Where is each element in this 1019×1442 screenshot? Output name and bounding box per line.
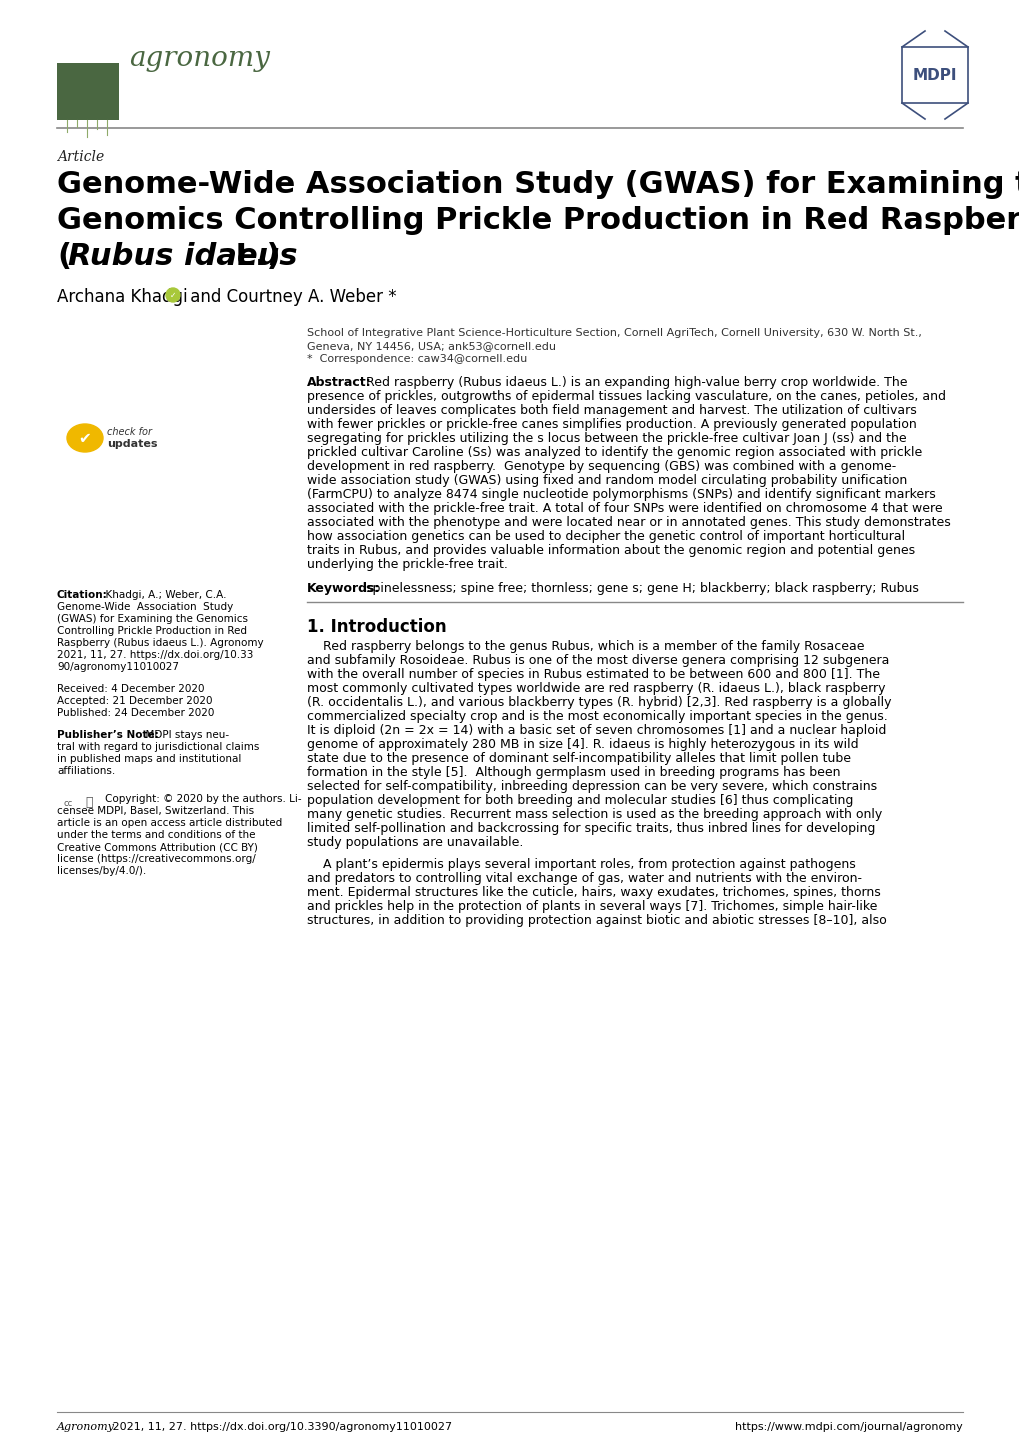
Text: Genome-Wide Association Study (GWAS) for Examining the: Genome-Wide Association Study (GWAS) for…: [57, 170, 1019, 199]
Text: https://www.mdpi.com/journal/agronomy: https://www.mdpi.com/journal/agronomy: [735, 1422, 962, 1432]
Text: study populations are unavailable.: study populations are unavailable.: [307, 836, 523, 849]
Text: Ⓞ: Ⓞ: [86, 796, 93, 809]
Text: Archana Khadgi: Archana Khadgi: [57, 288, 187, 306]
Text: 1. Introduction: 1. Introduction: [307, 619, 446, 636]
Bar: [57, 63, 119, 120]
Text: Copyright: © 2020 by the authors. Li-: Copyright: © 2020 by the authors. Li-: [105, 795, 302, 805]
Text: associated with the phenotype and were located near or in annotated genes. This : associated with the phenotype and were l…: [307, 516, 950, 529]
Text: population development for both breeding and molecular studies [6] thus complica: population development for both breeding…: [307, 795, 853, 808]
Text: underlying the prickle-free trait.: underlying the prickle-free trait.: [307, 558, 507, 571]
Text: Article: Article: [57, 150, 104, 164]
Text: ✔: ✔: [78, 431, 92, 446]
Text: development in red raspberry.  Genotype by sequencing (GBS) was combined with a : development in red raspberry. Genotype b…: [307, 460, 896, 473]
Text: spinelessness; spine free; thornless; gene s; gene H; blackberry; black raspberr: spinelessness; spine free; thornless; ge…: [362, 583, 918, 596]
Text: Abstract:: Abstract:: [307, 376, 371, 389]
Text: license (https://creativecommons.org/: license (https://creativecommons.org/: [57, 854, 256, 864]
Text: and prickles help in the protection of plants in several ways [7]. Trichomes, si: and prickles help in the protection of p…: [307, 900, 876, 913]
Text: censee MDPI, Basel, Switzerland. This: censee MDPI, Basel, Switzerland. This: [57, 806, 254, 816]
Text: tral with regard to jurisdictional claims: tral with regard to jurisdictional claim…: [57, 743, 259, 751]
Text: Red raspberry belongs to the genus Rubus, which is a member of the family Rosace: Red raspberry belongs to the genus Rubus…: [307, 640, 864, 653]
Ellipse shape: [67, 424, 103, 451]
Text: Red raspberry (Rubus idaeus L.) is an expanding high-value berry crop worldwide.: Red raspberry (Rubus idaeus L.) is an ex…: [362, 376, 907, 389]
Text: wide association study (GWAS) using fixed and random model circulating probabili: wide association study (GWAS) using fixe…: [307, 474, 906, 487]
Text: Genome-Wide  Association  Study: Genome-Wide Association Study: [57, 601, 233, 611]
Text: (GWAS) for Examining the Genomics: (GWAS) for Examining the Genomics: [57, 614, 248, 624]
Text: cc: cc: [63, 799, 72, 808]
Text: (R. occidentalis L.), and various blackberry types (R. hybrid) [2,3]. Red raspbe: (R. occidentalis L.), and various blackb…: [307, 696, 891, 709]
Text: updates: updates: [107, 438, 157, 448]
Text: School of Integrative Plant Science-Horticulture Section, Cornell AgriTech, Corn: School of Integrative Plant Science-Hort…: [307, 327, 921, 337]
Text: 2021, 11, 27. https://dx.doi.org/10.33: 2021, 11, 27. https://dx.doi.org/10.33: [57, 650, 253, 660]
Text: with fewer prickles or prickle-free canes simplifies production. A previously ge: with fewer prickles or prickle-free cane…: [307, 418, 916, 431]
Text: (FarmCPU) to analyze 8474 single nucleotide polymorphisms (SNPs) and identify si: (FarmCPU) to analyze 8474 single nucleot…: [307, 487, 934, 500]
Text: L.): L.): [225, 242, 280, 271]
Text: undersides of leaves complicates both field management and harvest. The utilizat: undersides of leaves complicates both fi…: [307, 404, 916, 417]
Text: Khadgi, A.; Weber, C.A.: Khadgi, A.; Weber, C.A.: [99, 590, 226, 600]
Text: Geneva, NY 14456, USA; ank53@cornell.edu: Geneva, NY 14456, USA; ank53@cornell.edu: [307, 340, 555, 350]
Text: with the overall number of species in Rubus estimated to be between 600 and 800 : with the overall number of species in Ru…: [307, 668, 879, 681]
Text: licenses/by/4.0/).: licenses/by/4.0/).: [57, 867, 146, 875]
Text: (: (: [57, 242, 71, 271]
Text: prickled cultivar Caroline (Ss) was analyzed to identify the genomic region asso: prickled cultivar Caroline (Ss) was anal…: [307, 446, 921, 459]
Text: segregating for prickles utilizing the s locus between the prickle-free cultivar: segregating for prickles utilizing the s…: [307, 433, 906, 446]
Text: Creative Commons Attribution (CC BY): Creative Commons Attribution (CC BY): [57, 842, 258, 852]
Text: Keywords:: Keywords:: [307, 583, 380, 596]
Text: structures, in addition to providing protection against biotic and abiotic stres: structures, in addition to providing pro…: [307, 914, 886, 927]
Text: and Courtney A. Weber *: and Courtney A. Weber *: [184, 288, 396, 306]
Text: Rubus idaeus: Rubus idaeus: [68, 242, 298, 271]
Text: *  Correspondence: caw34@cornell.edu: * Correspondence: caw34@cornell.edu: [307, 353, 527, 363]
Text: ment. Epidermal structures like the cuticle, hairs, waxy exudates, trichomes, sp: ment. Epidermal structures like the cuti…: [307, 885, 879, 898]
Text: It is diploid (2n = 2x = 14) with a basic set of seven chromosomes [1] and a nuc: It is diploid (2n = 2x = 14) with a basi…: [307, 724, 886, 737]
Text: and subfamily Rosoideae. Rubus is one of the most diverse genera comprising 12 s: and subfamily Rosoideae. Rubus is one of…: [307, 655, 889, 668]
Text: 2021, 11, 27. https://dx.doi.org/10.3390/agronomy11010027: 2021, 11, 27. https://dx.doi.org/10.3390…: [109, 1422, 451, 1432]
Text: agronomy: agronomy: [128, 45, 270, 72]
Text: MDPI stays neu-: MDPI stays neu-: [139, 730, 229, 740]
Text: most commonly cultivated types worldwide are red raspberry (R. idaeus L.), black: most commonly cultivated types worldwide…: [307, 682, 884, 695]
Text: genome of approximately 280 MB in size [4]. R. idaeus is highly heterozygous in : genome of approximately 280 MB in size […: [307, 738, 858, 751]
Text: Publisher’s Note:: Publisher’s Note:: [57, 730, 159, 740]
Text: selected for self-compatibility, inbreeding depression can be very severe, which: selected for self-compatibility, inbreed…: [307, 780, 876, 793]
Text: state due to the presence of dominant self-incompatibility alleles that limit po: state due to the presence of dominant se…: [307, 751, 850, 766]
Text: affiliations.: affiliations.: [57, 766, 115, 776]
Text: under the terms and conditions of the: under the terms and conditions of the: [57, 831, 255, 841]
Text: how association genetics can be used to decipher the genetic control of importan: how association genetics can be used to …: [307, 531, 904, 544]
Text: many genetic studies. Recurrent mass selection is used as the breeding approach : many genetic studies. Recurrent mass sel…: [307, 808, 881, 820]
Circle shape: [166, 288, 179, 301]
Text: Genomics Controlling Prickle Production in Red Raspberry: Genomics Controlling Prickle Production …: [57, 206, 1019, 235]
Text: A plant’s epidermis plays several important roles, from protection against patho: A plant’s epidermis plays several import…: [307, 858, 855, 871]
Text: Citation:: Citation:: [57, 590, 108, 600]
Text: Accepted: 21 December 2020: Accepted: 21 December 2020: [57, 696, 212, 707]
Text: associated with the prickle-free trait. A total of four SNPs were identified on : associated with the prickle-free trait. …: [307, 502, 942, 515]
Text: Controlling Prickle Production in Red: Controlling Prickle Production in Red: [57, 626, 247, 636]
Text: presence of prickles, outgrowths of epidermal tissues lacking vasculature, on th: presence of prickles, outgrowths of epid…: [307, 389, 945, 402]
Text: 90/agronomy11010027: 90/agronomy11010027: [57, 662, 178, 672]
Text: MDPI: MDPI: [912, 68, 956, 82]
Text: commercialized specialty crop and is the most economically important species in : commercialized specialty crop and is the…: [307, 709, 887, 722]
Text: ✓: ✓: [169, 290, 176, 300]
Text: Raspberry (Rubus idaeus L.). Agronomy: Raspberry (Rubus idaeus L.). Agronomy: [57, 637, 263, 647]
Text: and predators to controlling vital exchange of gas, water and nutrients with the: and predators to controlling vital excha…: [307, 872, 861, 885]
Text: article is an open access article distributed: article is an open access article distri…: [57, 818, 282, 828]
Text: check for: check for: [107, 427, 152, 437]
Text: Received: 4 December 2020: Received: 4 December 2020: [57, 684, 204, 694]
Text: in published maps and institutional: in published maps and institutional: [57, 754, 242, 764]
Text: Agronomy: Agronomy: [57, 1422, 115, 1432]
Text: formation in the style [5].  Although germplasm used in breeding programs has be: formation in the style [5]. Although ger…: [307, 766, 840, 779]
Text: Published: 24 December 2020: Published: 24 December 2020: [57, 708, 214, 718]
Text: traits in Rubus, and provides valuable information about the genomic region and : traits in Rubus, and provides valuable i…: [307, 544, 914, 557]
Text: limited self-pollination and backcrossing for specific traits, thus inbred lines: limited self-pollination and backcrossin…: [307, 822, 874, 835]
